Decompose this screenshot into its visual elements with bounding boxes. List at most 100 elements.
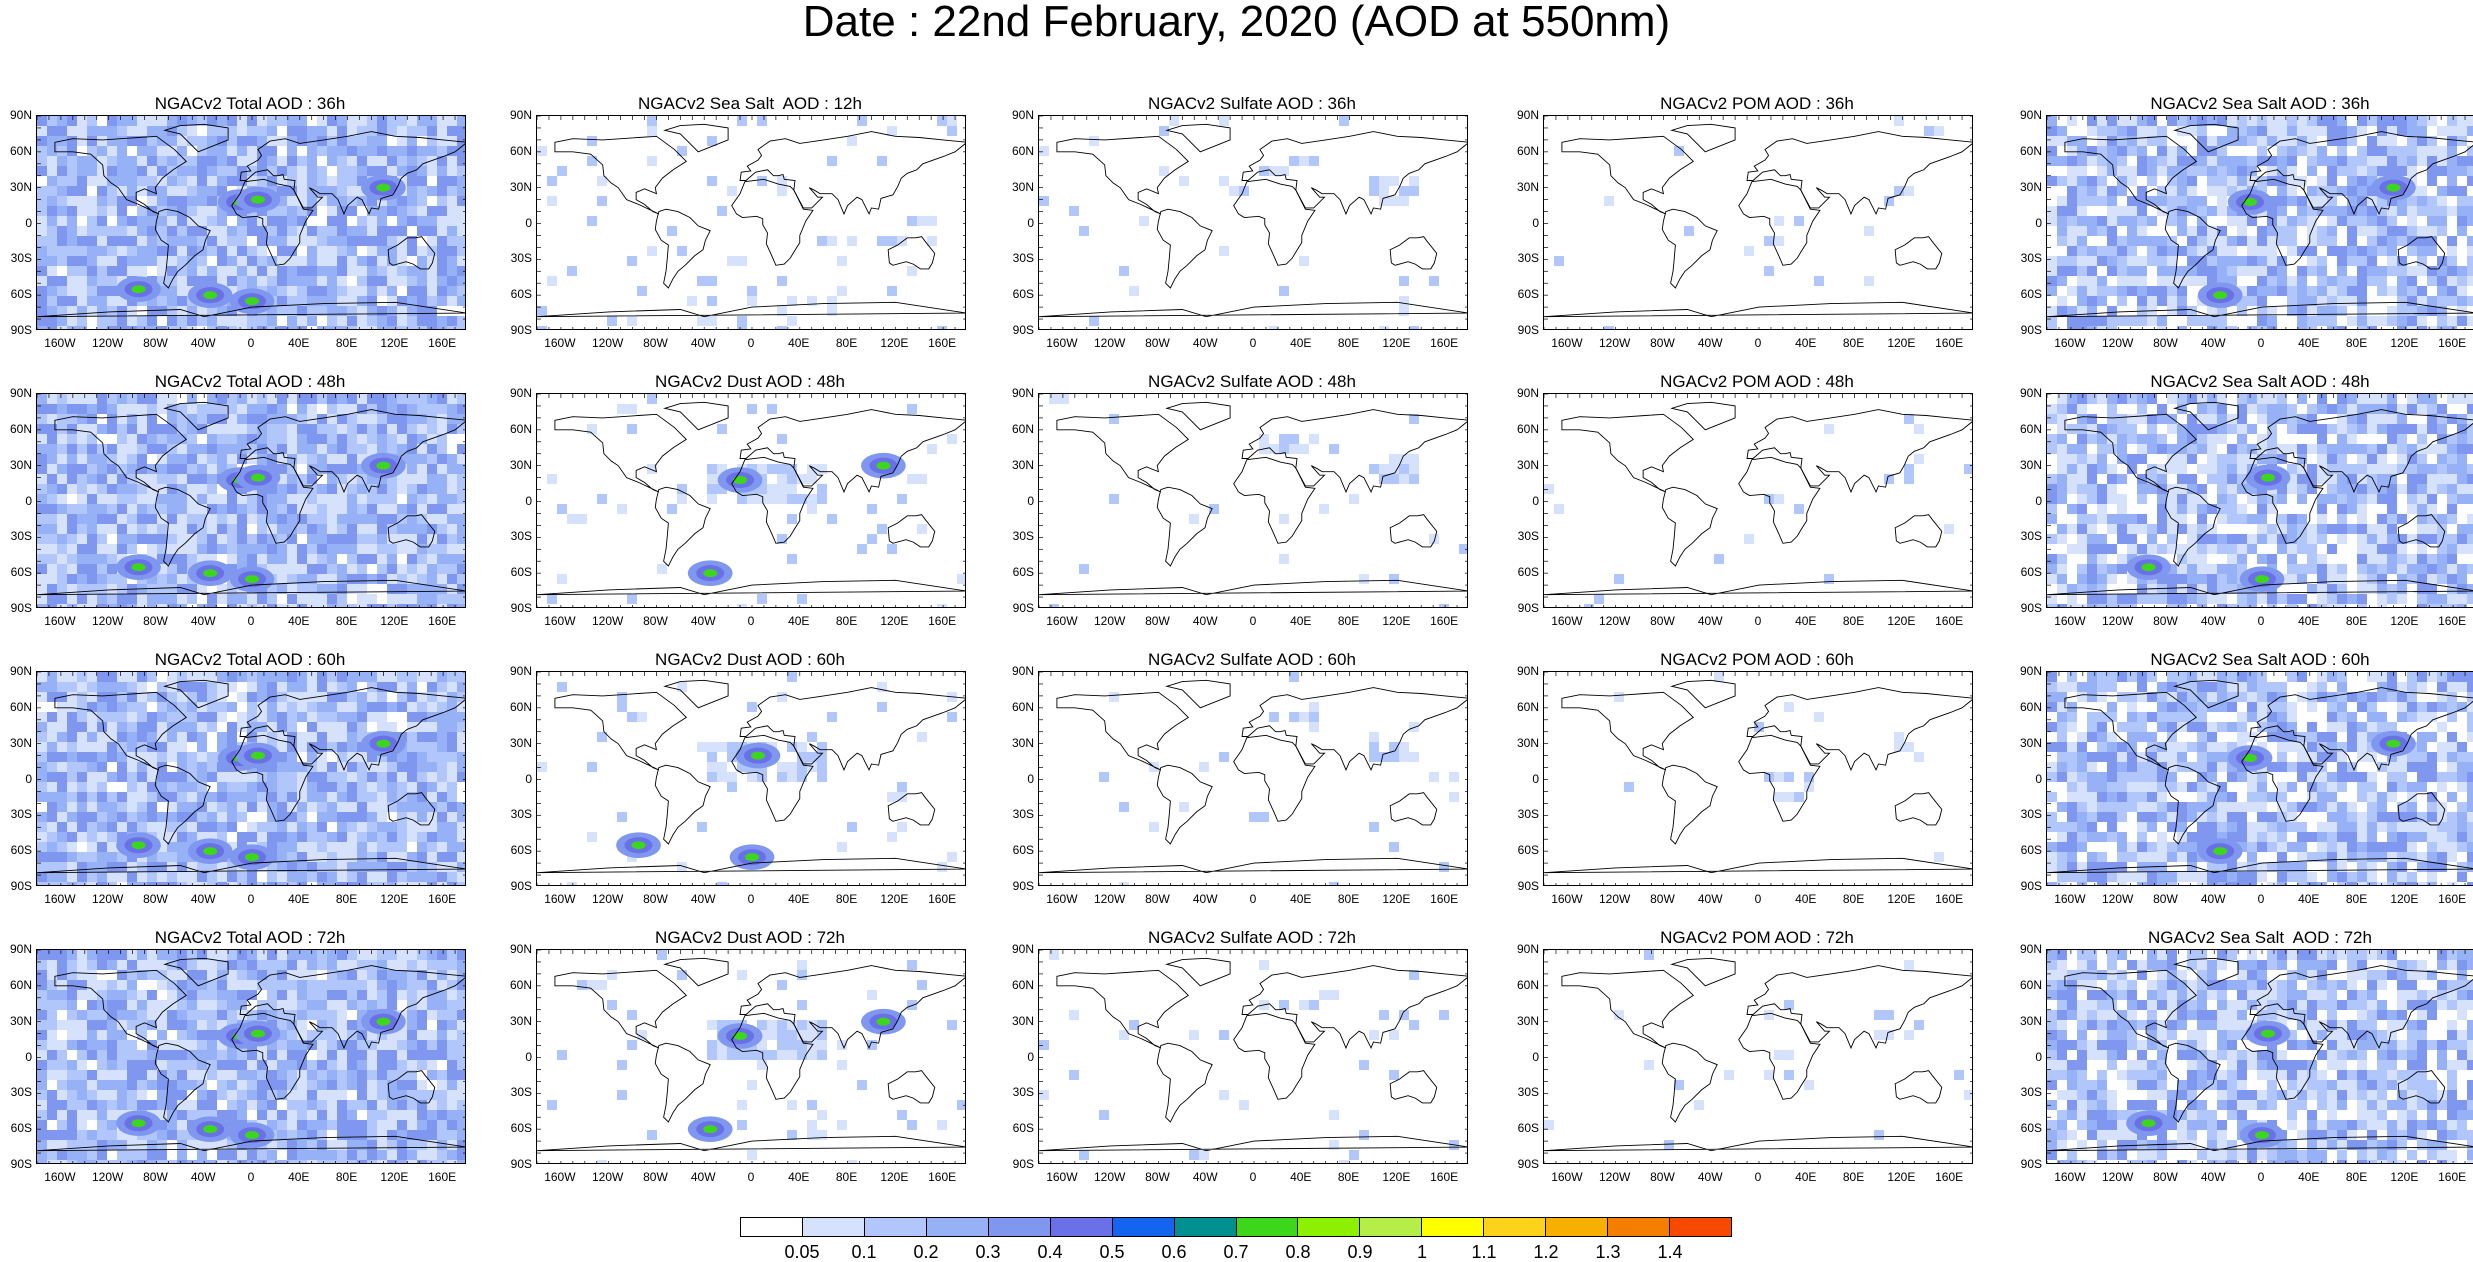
aod-field-cell bbox=[2087, 574, 2097, 584]
aod-field-cell bbox=[377, 286, 387, 296]
aod-field-cell bbox=[387, 166, 397, 176]
aod-field-cell bbox=[407, 494, 417, 504]
aod-field-cell bbox=[217, 256, 227, 266]
aod-field-cell bbox=[157, 454, 167, 464]
aod-field-cell bbox=[207, 484, 217, 494]
aod-field-cell bbox=[2337, 276, 2347, 286]
aod-field-cell bbox=[117, 256, 127, 266]
aod-field-cell bbox=[1369, 176, 1379, 186]
lon-axis-label: 80W bbox=[133, 615, 177, 627]
coastline bbox=[1544, 302, 1973, 316]
aod-field-cell bbox=[117, 534, 127, 544]
lon-axis-label: 80E bbox=[825, 615, 869, 627]
aod-field-cell bbox=[367, 206, 377, 216]
aod-field-cell bbox=[2237, 464, 2247, 474]
aod-field-cell bbox=[277, 156, 287, 166]
aod-field-cell bbox=[457, 394, 466, 404]
aod-field-cell bbox=[407, 604, 417, 608]
aod-field-cell bbox=[2337, 126, 2347, 136]
aod-field-cell bbox=[2347, 404, 2357, 414]
aod-field-cell bbox=[2417, 474, 2427, 484]
aod-field-cell bbox=[427, 454, 437, 464]
aod-field-cell bbox=[2377, 444, 2387, 454]
aod-field-cell bbox=[227, 394, 237, 404]
aod-field-cell bbox=[117, 494, 127, 504]
aod-field-cell bbox=[2407, 146, 2417, 156]
aod-field-cell bbox=[267, 434, 277, 444]
aod-field-cell bbox=[117, 226, 127, 236]
aod-field-cell bbox=[2197, 156, 2207, 166]
aod-field-cell bbox=[2467, 276, 2473, 286]
aod-field-cell bbox=[357, 424, 367, 434]
aod-field-cell bbox=[2147, 594, 2157, 604]
aod-field-cell bbox=[57, 564, 67, 574]
aod-field-cell bbox=[2157, 524, 2167, 534]
aod-field-cell bbox=[187, 494, 197, 504]
aod-field-cell bbox=[2437, 414, 2447, 424]
aod-field-cell bbox=[357, 434, 367, 444]
aod-field-cell bbox=[2317, 454, 2327, 464]
aod-field-cell bbox=[57, 554, 67, 564]
aod-field-cell bbox=[47, 464, 57, 474]
aod-field-cell bbox=[297, 434, 307, 444]
aod-field-cell bbox=[357, 316, 367, 326]
aod-field-cell bbox=[77, 306, 87, 316]
lon-axis-label: 120W bbox=[586, 337, 630, 349]
aod-field-cell bbox=[2117, 594, 2127, 604]
aod-field-cell bbox=[157, 494, 167, 504]
aod-field-cell bbox=[307, 276, 317, 286]
aod-field-cell bbox=[217, 524, 227, 534]
aod-field-cell bbox=[677, 494, 687, 504]
aod-field-cell bbox=[2357, 176, 2367, 186]
aod-field-cell bbox=[1119, 266, 1129, 276]
aod-field-cell bbox=[47, 524, 57, 534]
aod-field-cell bbox=[2057, 196, 2067, 206]
aod-field-cell bbox=[1614, 574, 1624, 584]
aod-field-cell bbox=[207, 236, 217, 246]
aod-field-cell bbox=[2237, 434, 2247, 444]
aod-field-cell bbox=[287, 286, 297, 296]
aod-field-cell bbox=[307, 156, 317, 166]
aod-field-cell bbox=[157, 156, 167, 166]
aod-field-cell bbox=[2067, 146, 2077, 156]
aod-field-cell bbox=[147, 424, 157, 434]
aod-field-cell bbox=[2207, 464, 2217, 474]
aod-field-cell bbox=[137, 494, 147, 504]
aod-field-cell bbox=[187, 246, 197, 256]
aod-field-cell bbox=[327, 156, 337, 166]
aod-field-cell bbox=[817, 494, 827, 504]
aod-field-cell bbox=[1399, 196, 1409, 206]
aod-field-cell bbox=[167, 256, 177, 266]
aod-field-cell bbox=[2207, 414, 2217, 424]
aod-field-cell bbox=[2327, 276, 2337, 286]
aod-field-cell bbox=[2217, 534, 2227, 544]
aod-field-cell bbox=[137, 424, 147, 434]
aod-field-cell bbox=[287, 146, 297, 156]
aod-field-cell bbox=[277, 554, 287, 564]
aod-field-cell bbox=[1864, 276, 1874, 286]
coastline bbox=[1167, 124, 1230, 151]
aod-field-cell bbox=[67, 504, 77, 514]
aod-field-cell bbox=[107, 236, 117, 246]
aod-field-cell bbox=[2137, 594, 2147, 604]
aod-field-cell bbox=[47, 326, 57, 330]
lat-axis-label: 0 bbox=[1509, 217, 1539, 229]
aod-field-cell bbox=[457, 226, 466, 236]
aod-field-cell bbox=[187, 226, 197, 236]
aod-field-cell bbox=[127, 524, 137, 534]
aod-field-cell bbox=[2437, 404, 2447, 414]
aod-field-cell bbox=[297, 524, 307, 534]
aod-field-cell bbox=[1329, 444, 1339, 454]
aod-field-cell bbox=[2227, 504, 2237, 514]
aod-field-cell bbox=[2357, 226, 2367, 236]
aod-field-cell bbox=[57, 296, 67, 306]
aod-field-cell bbox=[2437, 524, 2447, 534]
aod-field-cell bbox=[2447, 594, 2457, 604]
aod-field-cell bbox=[307, 286, 317, 296]
aod-field-cell bbox=[2217, 256, 2227, 266]
aod-field-cell bbox=[157, 116, 167, 126]
aod-field-cell bbox=[167, 306, 177, 316]
aod-field-cell bbox=[2417, 424, 2427, 434]
aod-field-cell bbox=[2427, 206, 2437, 216]
aod-field-cell bbox=[37, 256, 47, 266]
